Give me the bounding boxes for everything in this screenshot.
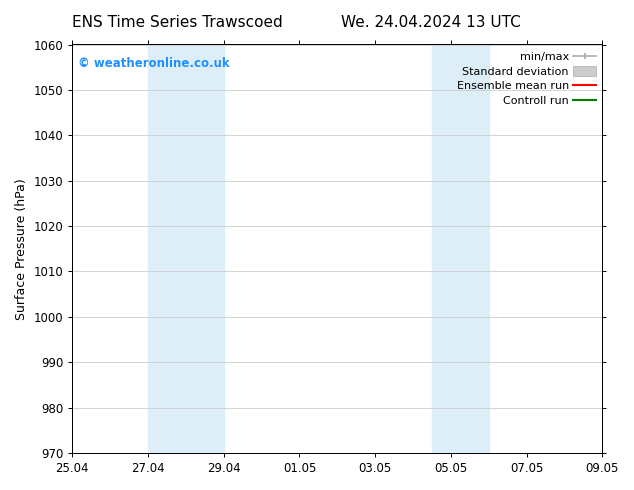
Y-axis label: Surface Pressure (hPa): Surface Pressure (hPa)	[15, 178, 28, 319]
Legend: min/max, Standard deviation, Ensemble mean run, Controll run: min/max, Standard deviation, Ensemble me…	[452, 47, 600, 110]
Bar	[148, 45, 224, 453]
Text: © weatheronline.co.uk: © weatheronline.co.uk	[77, 57, 230, 70]
Text: ENS Time Series Trawscoed: ENS Time Series Trawscoed	[72, 15, 283, 30]
Text: We. 24.04.2024 13 UTC: We. 24.04.2024 13 UTC	[341, 15, 521, 30]
Bar	[432, 45, 489, 453]
